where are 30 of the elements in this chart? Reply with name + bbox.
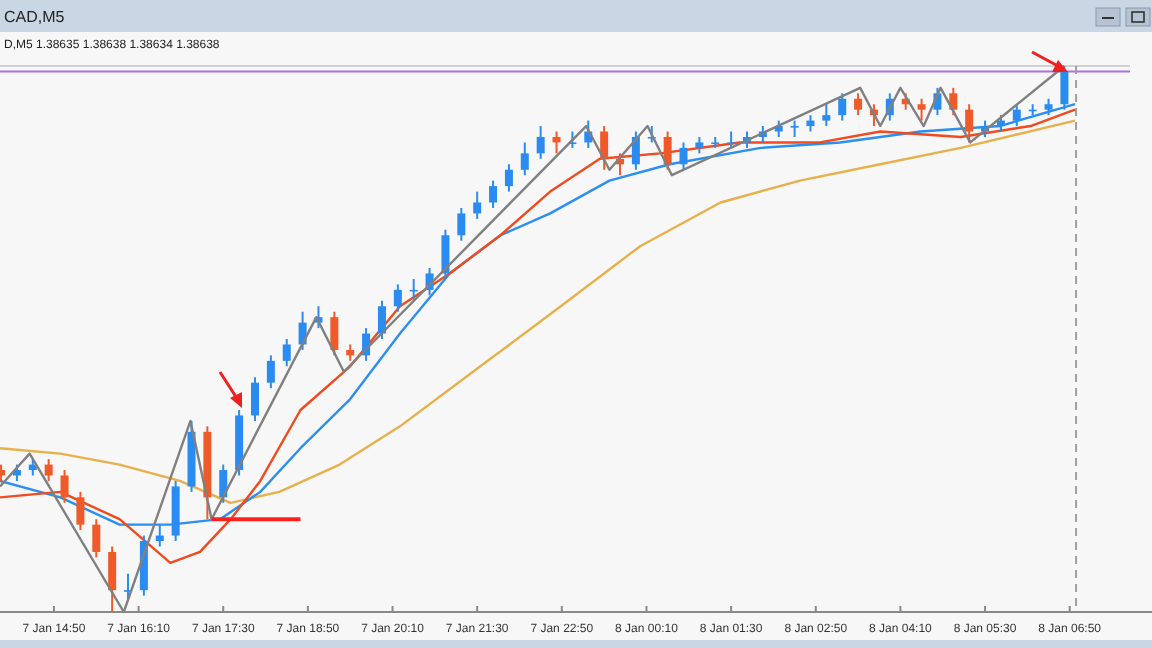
candlestick <box>282 338 291 368</box>
candlestick <box>520 141 529 177</box>
candlestick <box>965 103 974 144</box>
candlestick <box>60 469 69 504</box>
candlestick <box>822 103 831 128</box>
candlestick <box>266 354 275 390</box>
candlestick <box>504 163 513 193</box>
chart-title: CAD,M5 <box>4 8 66 26</box>
candlestick <box>44 458 53 482</box>
candlestick <box>600 125 609 171</box>
candlestick <box>124 572 133 603</box>
candlestick <box>219 463 228 504</box>
candlestick <box>377 299 386 340</box>
candlestick <box>917 97 926 122</box>
candlestick <box>108 545 117 613</box>
candlestick <box>250 376 259 422</box>
candlestick <box>92 518 101 559</box>
candlestick <box>679 141 688 171</box>
candlestick <box>552 130 561 155</box>
candlestick <box>838 92 847 122</box>
candlestick <box>489 179 498 209</box>
candlestick <box>473 190 482 220</box>
candlestick <box>330 310 339 357</box>
candlestick <box>393 283 402 313</box>
candlestick <box>76 490 85 532</box>
candlestick <box>536 125 545 160</box>
candlestick <box>457 206 466 242</box>
candlestick <box>663 130 672 171</box>
candlestick <box>854 92 863 117</box>
candlestick <box>441 228 450 280</box>
